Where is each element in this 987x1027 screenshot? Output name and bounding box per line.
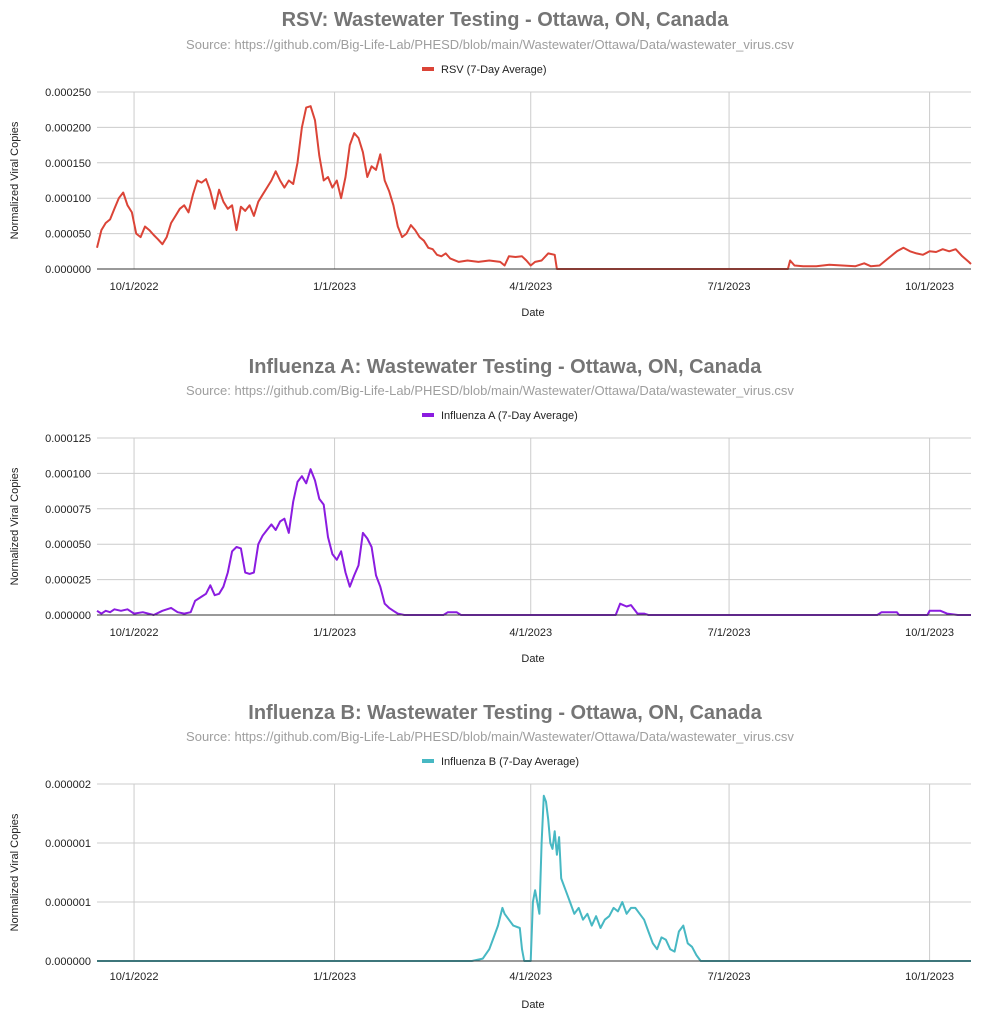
x-axis-label: Date [521,307,544,319]
x-tick-label: 7/1/2023 [708,971,751,983]
y-tick-label: 0.000001 [45,897,91,909]
y-tick-label: 0.000025 [45,575,91,587]
y-tick-label: 0.000100 [45,468,91,480]
x-tick-label: 1/1/2023 [313,281,356,293]
chart-subtitle: Source: https://github.com/Big-Life-Lab/… [186,729,794,744]
y-tick-label: 0.000000 [45,956,91,968]
series-line [96,468,971,616]
y-tick-label: 0.000100 [45,193,91,205]
legend-label: Influenza B (7-Day Average) [441,756,579,768]
y-tick-label: 0.000001 [45,838,91,850]
x-tick-label: 10/1/2023 [905,627,954,639]
y-axis-label: Normalized Viral Copies [9,121,21,239]
legend-label: RSV (7-Day Average) [441,64,547,76]
y-tick-label: 0.000002 [45,779,91,791]
y-tick-label: 0.000075 [45,504,91,516]
y-tick-label: 0.000200 [45,122,91,134]
chart-subtitle: Source: https://github.com/Big-Life-Lab/… [186,37,794,52]
y-tick-label: 0.000050 [45,539,91,551]
y-axis-label: Normalized Viral Copies [9,467,21,585]
series-line [96,105,972,270]
x-axis-label: Date [521,653,544,665]
y-tick-label: 0.000250 [45,87,91,99]
chart-subtitle: Source: https://github.com/Big-Life-Lab/… [186,383,794,398]
x-tick-label: 10/1/2023 [905,971,954,983]
x-tick-label: 4/1/2023 [509,281,552,293]
legend-label: Influenza A (7-Day Average) [441,410,578,422]
y-axis-label: Normalized Viral Copies [9,813,21,931]
x-tick-label: 1/1/2023 [313,971,356,983]
series-line [97,794,971,962]
x-tick-label: 4/1/2023 [509,971,552,983]
y-tick-label: 0.000050 [45,229,91,241]
x-axis-label: Date [521,999,544,1011]
chart-title: Influenza A: Wastewater Testing - Ottawa… [249,356,763,378]
x-tick-label: 10/1/2022 [110,971,159,983]
x-tick-label: 10/1/2022 [110,627,159,639]
y-tick-label: 0.000000 [45,264,91,276]
x-tick-label: 7/1/2023 [708,281,751,293]
x-tick-label: 4/1/2023 [509,627,552,639]
y-tick-label: 0.000125 [45,433,91,445]
chart-title: RSV: Wastewater Testing - Ottawa, ON, Ca… [282,9,730,31]
y-tick-label: 0.000150 [45,158,91,170]
x-tick-label: 1/1/2023 [313,627,356,639]
chart-title: Influenza B: Wastewater Testing - Ottawa… [248,702,762,724]
x-tick-label: 10/1/2022 [110,281,159,293]
x-tick-label: 7/1/2023 [708,627,751,639]
x-tick-label: 10/1/2023 [905,281,954,293]
y-tick-label: 0.000000 [45,610,91,622]
